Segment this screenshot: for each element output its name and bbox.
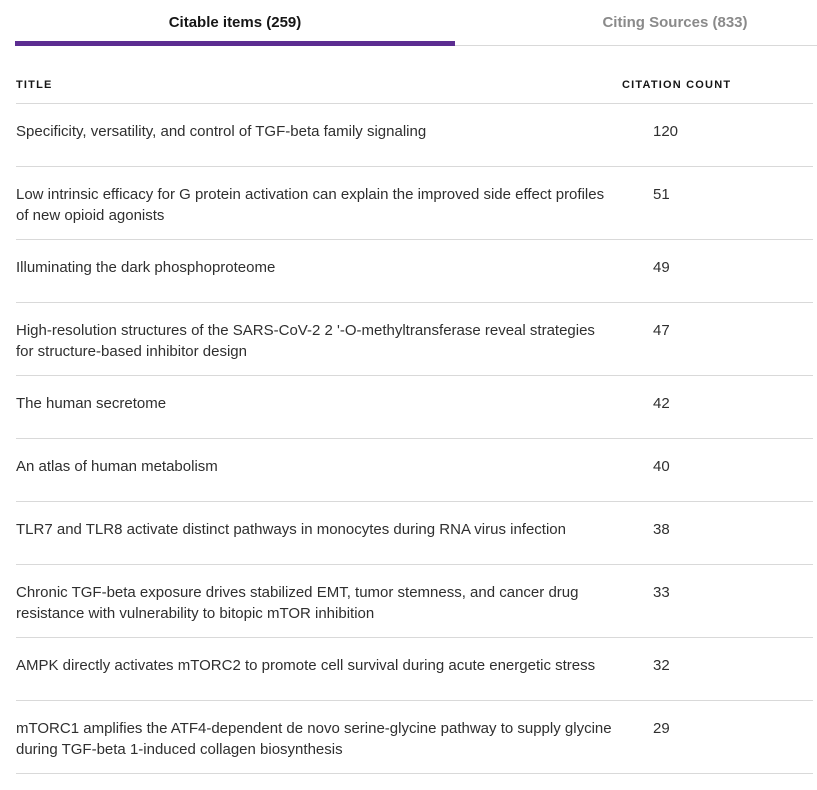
row-citation-count: 47 [653,322,670,339]
row-title: An atlas of human metabolism [16,458,218,475]
row-title: Chronic TGF-beta exposure drives stabili… [16,584,579,622]
table-header: TITLE CITATION COUNT [16,46,813,104]
row-title: TLR7 and TLR8 activate distinct pathways… [16,521,566,538]
tab-bar: Citable items (259) Citing Sources (833) [15,6,817,46]
row-citation-count: 42 [653,395,670,412]
row-citation-count: 120 [653,123,679,140]
tab-citable-items[interactable]: Citable items (259) [15,6,455,46]
row-title: Low intrinsic efficacy for G protein act… [16,186,605,224]
citable-items-table: TITLE CITATION COUNT Specificity, versat… [16,46,813,774]
table-row: Low intrinsic efficacy for G protein act… [16,167,813,240]
table-row: TLR7 and TLR8 activate distinct pathways… [16,502,813,565]
row-title: High-resolution structures of the SARS-C… [16,322,595,360]
row-citation-count: 51 [653,186,670,203]
row-citation-count: 40 [653,458,670,475]
column-header-title: TITLE [16,79,53,91]
column-header-citation-count: CITATION COUNT [622,79,732,91]
tab-citable-items-label: Citable items (259) [168,14,302,31]
row-citation-count: 33 [653,584,670,601]
table-row: Illuminating the dark phosphoproteome 49 [16,240,813,303]
row-citation-count: 38 [653,521,670,538]
row-title: Specificity, versatility, and control of… [16,123,427,140]
table-body: Specificity, versatility, and control of… [16,104,813,774]
row-title: Illuminating the dark phosphoproteome [16,259,276,276]
row-title: The human secretome [16,395,167,412]
table-row: High-resolution structures of the SARS-C… [16,303,813,376]
table-row: AMPK directly activates mTORC2 to promot… [16,638,813,701]
table-row: Specificity, versatility, and control of… [16,104,813,167]
table-row: mTORC1 amplifies the ATF4-dependent de n… [16,701,813,774]
row-citation-count: 29 [653,720,670,737]
table-row: Chronic TGF-beta exposure drives stabili… [16,565,813,638]
row-title: AMPK directly activates mTORC2 to promot… [16,657,596,674]
tab-citing-sources-label: Citing Sources (833) [602,14,748,31]
row-citation-count: 49 [653,259,670,276]
table-row: The human secretome 42 [16,376,813,439]
row-citation-count: 32 [653,657,670,674]
table-row: An atlas of human metabolism 40 [16,439,813,502]
tab-citing-sources[interactable]: Citing Sources (833) [455,6,817,46]
row-title: mTORC1 amplifies the ATF4-dependent de n… [16,720,612,758]
